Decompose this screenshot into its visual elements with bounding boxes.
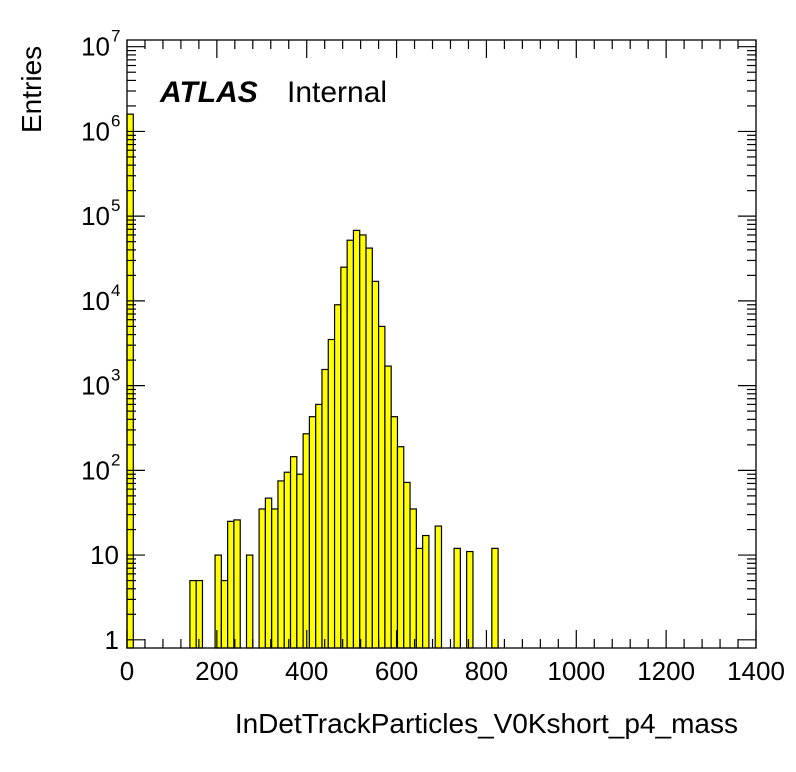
y-tick-base: 10 <box>81 201 110 231</box>
x-tick-label: 0 <box>120 656 134 686</box>
x-tick-label: 1000 <box>547 656 605 686</box>
x-tick-label: 200 <box>195 656 238 686</box>
histogram-bin <box>415 547 424 649</box>
histogram-bin <box>271 508 279 649</box>
histogram-bin <box>390 416 399 649</box>
plot-frame <box>126 39 757 649</box>
y-tick-base: 10 <box>81 286 110 316</box>
y-tick-exponent: 3 <box>111 366 120 385</box>
histogram-bin <box>378 325 386 649</box>
internal-label: Internal <box>287 76 387 109</box>
y-tick-base: 10 <box>81 455 110 485</box>
y-tick-exponent: 2 <box>111 450 120 469</box>
histogram-bin <box>491 547 499 649</box>
y-tick-label: 10 3 <box>81 366 120 401</box>
histogram-bin <box>308 416 317 649</box>
histogram-bin <box>315 403 323 649</box>
y-tick-label: 10 5 <box>81 196 120 231</box>
histogram-bin <box>321 368 329 649</box>
histogram-bin <box>245 554 254 649</box>
histogram-bin <box>422 534 430 649</box>
histogram-bin <box>264 497 273 649</box>
histogram-bin <box>371 280 380 649</box>
histogram-bin <box>302 433 311 649</box>
y-tick-base: 10 <box>81 371 110 401</box>
histogram-bin <box>220 579 229 649</box>
y-tick-exponent: 6 <box>111 111 120 130</box>
y-tick-exponent: 4 <box>111 281 120 300</box>
histogram-bin <box>233 519 241 649</box>
y-tick-exponent: 7 <box>111 27 120 46</box>
histogram-bin <box>409 508 417 649</box>
histogram-bin <box>346 239 355 649</box>
x-tick-label: 1400 <box>727 656 785 686</box>
x-tick-labels: 0 200 400 600 800 1000 1200 1400 <box>120 656 785 686</box>
histogram-bin <box>359 234 367 649</box>
histogram-bin <box>296 473 304 649</box>
histogram-bin <box>466 550 474 649</box>
y-tick-base: 10 <box>81 32 110 62</box>
x-tick-label: 1200 <box>637 656 695 686</box>
y-axis-title: Entries <box>16 46 47 133</box>
y-tick-label: 10 4 <box>81 281 120 316</box>
atlas-label: ATLAS <box>159 76 258 109</box>
y-tick-label: 10 7 <box>81 27 120 62</box>
histogram-bin <box>214 554 222 649</box>
axes <box>126 39 757 649</box>
histogram-bin <box>195 579 204 649</box>
histogram-bin <box>333 304 342 649</box>
histogram-bin <box>434 525 443 649</box>
x-tick-label: 400 <box>285 656 328 686</box>
y-tick-label: 10 2 <box>81 450 120 485</box>
histogram-bin <box>403 481 411 649</box>
y-tick-base: 1 <box>105 625 119 655</box>
histogram-bin <box>289 456 298 649</box>
histogram-bin <box>227 520 235 649</box>
histogram-bin <box>340 266 348 649</box>
histogram-bin <box>396 446 405 649</box>
x-tick-label: 800 <box>465 656 508 686</box>
histogram-bin <box>352 229 361 649</box>
histogram-bars <box>126 113 499 649</box>
histogram-bin <box>189 579 197 649</box>
histogram-bin <box>365 247 373 649</box>
x-tick-label: 600 <box>375 656 418 686</box>
histogram-bin <box>327 338 336 649</box>
y-tick-base: 10 <box>81 116 110 146</box>
y-tick-label: 10 6 <box>81 111 120 146</box>
histogram-bin <box>283 471 292 649</box>
histogram-bin <box>384 365 392 649</box>
y-tick-base: 10 <box>90 540 119 570</box>
y-tick-label: 10 <box>90 540 119 570</box>
histogram-bin <box>258 508 266 649</box>
x-axis-title: InDetTrackParticles_V0Kshort_p4_mass <box>235 708 738 739</box>
y-tick-label: 1 <box>105 625 119 655</box>
histogram-bin <box>453 547 461 649</box>
histogram-bin <box>277 480 285 649</box>
y-tick-exponent: 5 <box>111 196 120 215</box>
